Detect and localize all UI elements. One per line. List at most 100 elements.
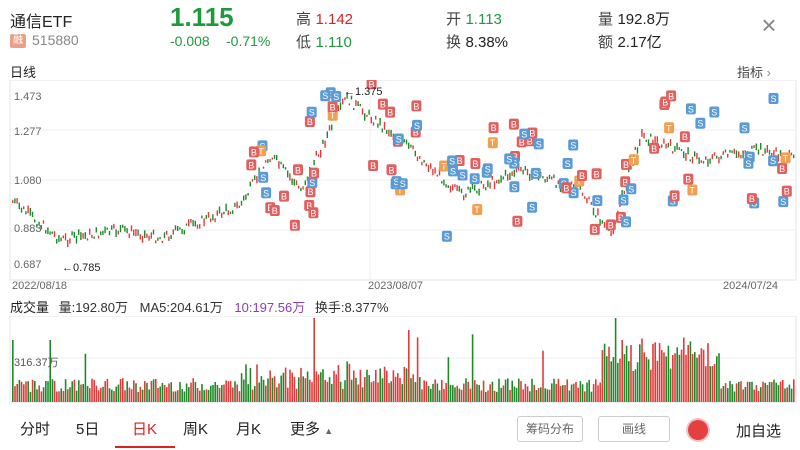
candle: [205, 215, 207, 219]
tab-monthly-k[interactable]: 月K: [236, 421, 262, 438]
volume-bar: [557, 378, 560, 402]
price-change: -0.008: [170, 33, 210, 49]
volume-bar: [584, 391, 586, 402]
candle: [592, 207, 595, 216]
volume-bar: [661, 350, 663, 402]
candle: [119, 225, 122, 233]
volume-bar: [159, 386, 161, 402]
volume-bar: [520, 381, 522, 402]
svg-text:B: B: [749, 194, 755, 204]
candle: [161, 240, 163, 243]
candle: [357, 101, 359, 106]
kline-chart[interactable]: BBSSBBTSBBSTBBBBBBBSSTSBSBSSBSSSBBBBBTBS…: [0, 80, 800, 292]
volume-bar: [260, 376, 263, 402]
volume-bar: [397, 373, 399, 402]
svg-text:B: B: [472, 159, 478, 169]
candle: [58, 235, 60, 242]
svg-text:T: T: [631, 155, 637, 165]
candle: [667, 142, 669, 148]
volume-bar: [196, 388, 199, 402]
candle: [617, 210, 619, 213]
volume-bar: [658, 343, 661, 402]
volume-bar: [691, 354, 694, 402]
candle: [504, 169, 507, 176]
close-icon[interactable]: ×: [761, 10, 777, 40]
volume-value: 192.8万: [617, 11, 671, 28]
buy-marker: B: [508, 118, 519, 130]
volume-chart[interactable]: 316.37万: [0, 316, 800, 404]
volume-bars-group: [12, 318, 795, 402]
volume-bar: [639, 344, 641, 402]
volume-bar: [537, 388, 540, 402]
buy-marker: B: [666, 90, 677, 102]
tab-more[interactable]: 更多 ▲: [290, 418, 333, 439]
volume-bar: [152, 379, 155, 402]
tab-intraday[interactable]: 分时: [20, 421, 51, 438]
svg-text:S: S: [536, 139, 542, 149]
candle: [139, 234, 141, 240]
candle: [328, 125, 331, 131]
record-dot-icon[interactable]: [688, 420, 708, 440]
candle: [551, 176, 553, 180]
candle: [317, 154, 320, 157]
svg-text:T: T: [576, 177, 582, 187]
candle: [49, 231, 51, 235]
volume-bar: [20, 381, 23, 402]
volume-bar: [672, 355, 674, 402]
candle: [764, 148, 766, 154]
candle: [210, 218, 212, 223]
volume-bar: [782, 380, 784, 402]
candle: [390, 129, 392, 137]
svg-text:T: T: [666, 123, 672, 133]
chip-distribution-button[interactable]: 筹码分布: [517, 416, 583, 442]
volume-bar: [232, 387, 234, 402]
svg-text:S: S: [414, 121, 420, 131]
volume-bar: [335, 374, 337, 402]
add-watchlist-button[interactable]: 加自选: [736, 423, 782, 440]
volume-bar: [78, 380, 80, 402]
volume-bar: [722, 386, 725, 402]
candle: [573, 184, 575, 189]
indicator-button[interactable]: 指标 ›: [737, 62, 771, 81]
volume-bar: [311, 382, 313, 402]
svg-text:B: B: [387, 108, 393, 118]
volume-bar: [674, 353, 676, 402]
svg-text:B: B: [592, 225, 598, 235]
y-tick-label: 1.277: [14, 126, 42, 138]
svg-text:S: S: [628, 184, 634, 194]
candle: [705, 156, 707, 160]
volume-bar: [73, 379, 76, 402]
sell-marker: S: [320, 90, 331, 102]
candle: [427, 164, 430, 172]
amount-label: 额: [598, 34, 614, 51]
tab-daily-k[interactable]: 日K: [132, 421, 158, 438]
tab-5day[interactable]: 5日: [76, 421, 100, 438]
volume-bar: [636, 362, 639, 402]
candle: [25, 211, 27, 215]
svg-text:S: S: [565, 159, 571, 169]
candle: [524, 166, 526, 171]
volume-bar: [669, 368, 672, 402]
candle: [324, 140, 326, 148]
volume-bar: [531, 378, 533, 402]
candle: [520, 166, 522, 172]
volume-bar: [562, 385, 564, 402]
candle: [683, 151, 685, 159]
candle: [601, 220, 603, 224]
svg-text:S: S: [460, 171, 466, 181]
draw-line-button[interactable]: 画线: [598, 416, 670, 442]
high-stat: 高 1.142: [296, 8, 353, 29]
volume-bar: [265, 385, 267, 402]
active-tab-indicator: [115, 446, 175, 448]
volume-bar: [511, 380, 513, 402]
volume-bar: [480, 390, 483, 402]
volume-bar: [447, 357, 450, 402]
tab-weekly-k[interactable]: 周K: [183, 421, 209, 438]
volume-bar: [650, 369, 652, 402]
volume-bar: [25, 381, 27, 402]
svg-text:S: S: [400, 179, 406, 189]
volume-bar: [535, 390, 538, 402]
candle: [716, 155, 718, 159]
t-marker: T: [628, 154, 639, 166]
kline-title: 日线: [10, 65, 37, 80]
